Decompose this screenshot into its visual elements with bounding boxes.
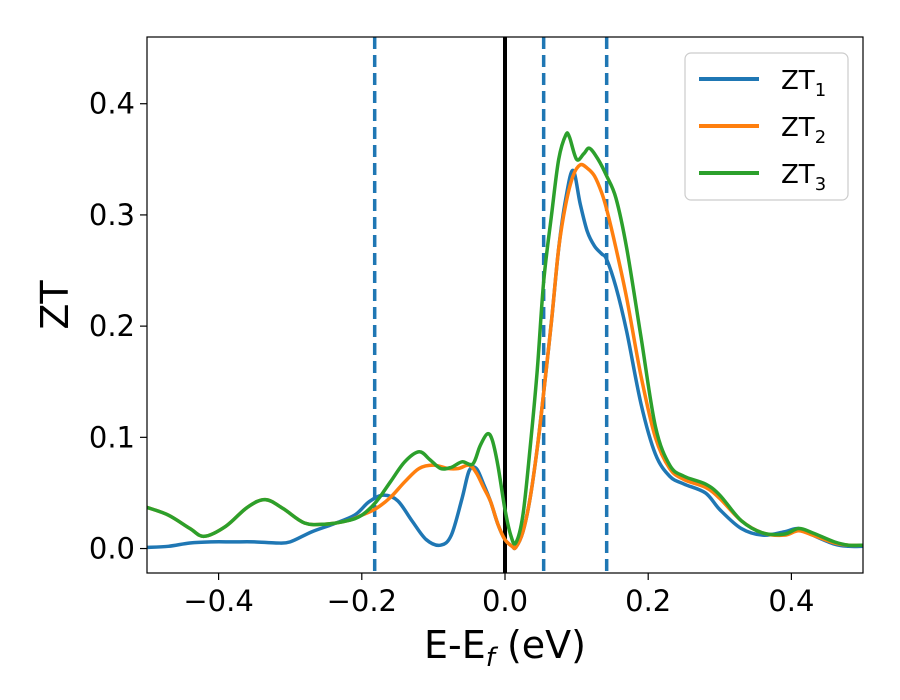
x-tick-label: −0.4	[183, 584, 253, 618]
x-tick-label: −0.2	[327, 584, 397, 618]
reference-lines	[372, 37, 609, 573]
legend-label-zt2: ZT2	[781, 113, 826, 148]
y-axis-ticks: 0.0 0.1 0.2 0.3 0.4	[89, 87, 147, 566]
y-axis-title: ZT	[33, 280, 77, 330]
x-axis-title-units: (eV)	[495, 623, 586, 667]
x-tick-label: 0.0	[482, 584, 528, 618]
series-line-zt3	[147, 131, 863, 548]
x-tick-label: 0.4	[768, 584, 814, 618]
x-tick-label: 0.2	[625, 584, 671, 618]
legend-label-zt1: ZT1	[781, 66, 826, 101]
y-tick-label: 0.2	[89, 309, 135, 343]
y-tick-label: 0.4	[89, 87, 135, 121]
legend: ZT1 ZT2 ZT3	[684, 52, 849, 201]
x-axis-title: E-Ef (eV)	[424, 623, 586, 673]
legend-box	[684, 52, 849, 201]
x-axis-title-main: E-E	[424, 623, 486, 667]
series-lines	[147, 131, 863, 551]
y-tick-label: 0.0	[89, 532, 135, 566]
legend-label-zt3: ZT3	[781, 160, 826, 195]
y-tick-label: 0.3	[89, 198, 135, 232]
y-tick-label: 0.1	[89, 420, 135, 454]
x-axis-ticks: −0.4 −0.2 0.0 0.2 0.4	[183, 573, 814, 618]
